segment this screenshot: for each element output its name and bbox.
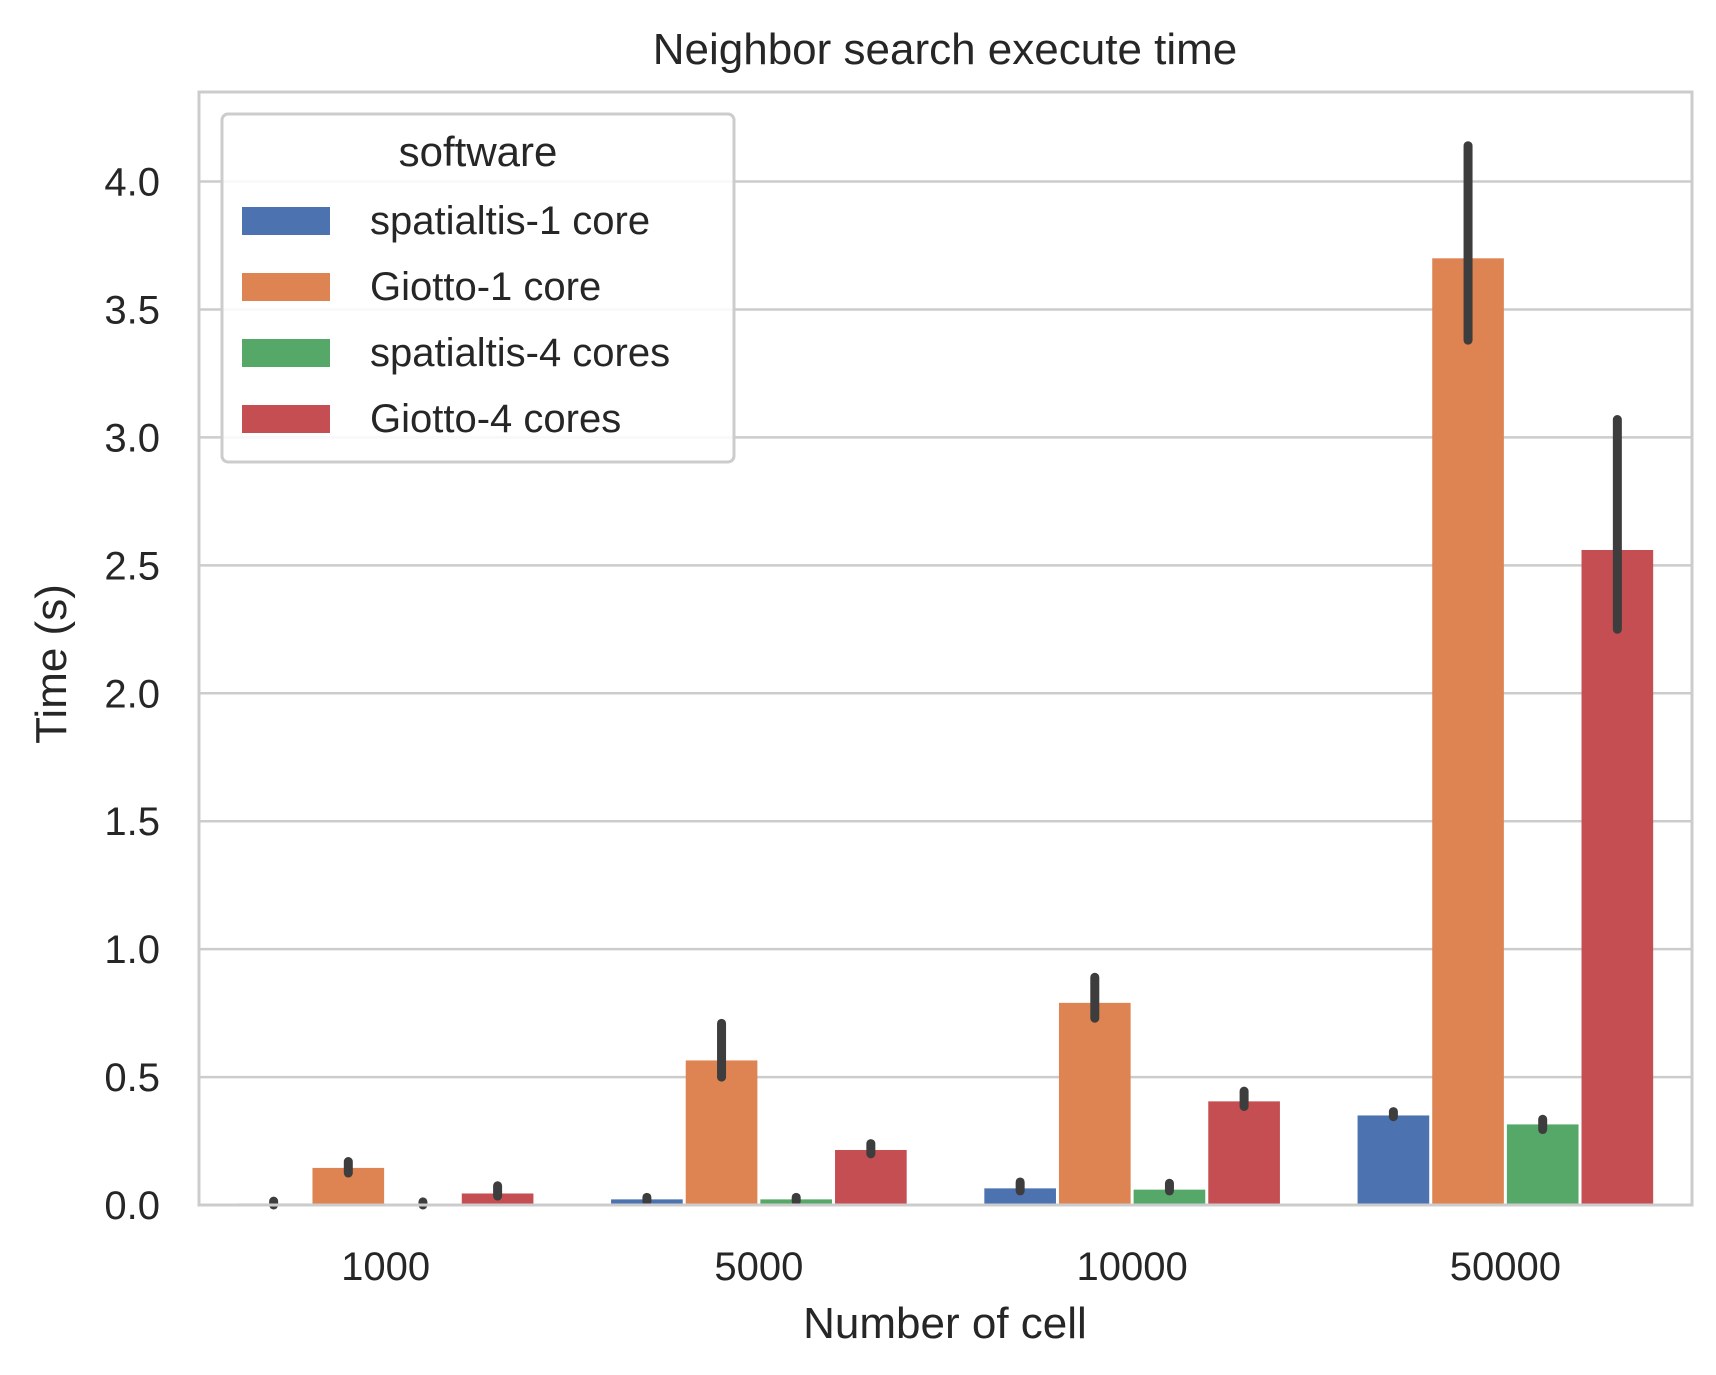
legend-swatch bbox=[242, 207, 330, 235]
y-tick-label: 1.5 bbox=[104, 800, 160, 844]
bar-spatialtis-1-core-50000 bbox=[1357, 1115, 1430, 1205]
y-tick-label: 1.0 bbox=[104, 928, 160, 972]
bar-spatialtis-4-cores-50000 bbox=[1506, 1124, 1579, 1205]
legend-swatch bbox=[242, 273, 330, 301]
x-tick-label: 5000 bbox=[714, 1245, 803, 1289]
bar-giotto-4-cores-5000 bbox=[835, 1149, 907, 1205]
bar-giotto-4-cores-50000 bbox=[1581, 549, 1654, 1205]
bar-spatialtis-1-core-10000 bbox=[984, 1188, 1056, 1205]
legend-title: software bbox=[399, 128, 558, 175]
legend-swatch bbox=[242, 405, 330, 433]
y-tick-label: 2.0 bbox=[104, 672, 160, 716]
y-tick-label: 3.0 bbox=[104, 416, 160, 460]
y-tick-label: 0.5 bbox=[104, 1056, 160, 1100]
chart-title: Neighbor search execute time bbox=[653, 25, 1238, 74]
bar-giotto-4-cores-10000 bbox=[1208, 1101, 1280, 1205]
bar-giotto-1-core-50000 bbox=[1432, 258, 1504, 1206]
legend-label: spatialtis-1 core bbox=[370, 199, 650, 243]
legend-label: Giotto-1 core bbox=[370, 265, 601, 309]
y-axis-title: Time (s) bbox=[27, 584, 76, 744]
plot-frame bbox=[197, 90, 1694, 1207]
bar-giotto-1-core-10000 bbox=[1058, 1002, 1131, 1205]
x-tick-label: 10000 bbox=[1077, 1245, 1188, 1289]
legend-label: Giotto-4 cores bbox=[370, 397, 621, 441]
plot-area: 0.0 0.5 1.0 1.5 2.0 2.5 3.0 3.5 4.0 1000 5000 10000… bbox=[104, 90, 1694, 1289]
bar-spatialtis-4-cores-10000 bbox=[1133, 1189, 1206, 1205]
x-tick-label: 1000 bbox=[341, 1245, 430, 1289]
legend: software spatialtis-1 core Giotto-1 core sp… bbox=[220, 112, 736, 464]
y-tick-label: 4.0 bbox=[104, 161, 160, 205]
x-tick-label: 50000 bbox=[1450, 1245, 1561, 1289]
y-tick-label: 2.5 bbox=[104, 544, 160, 588]
legend-swatch bbox=[242, 339, 330, 367]
x-axis-title: Number of cell bbox=[803, 1299, 1087, 1348]
y-tick-label: 0.0 bbox=[104, 1184, 160, 1228]
legend-box bbox=[220, 112, 736, 464]
y-tick-label: 3.5 bbox=[104, 288, 160, 332]
bar-giotto-1-core-5000 bbox=[685, 1060, 758, 1205]
legend-label: spatialtis-4 cores bbox=[370, 331, 670, 375]
